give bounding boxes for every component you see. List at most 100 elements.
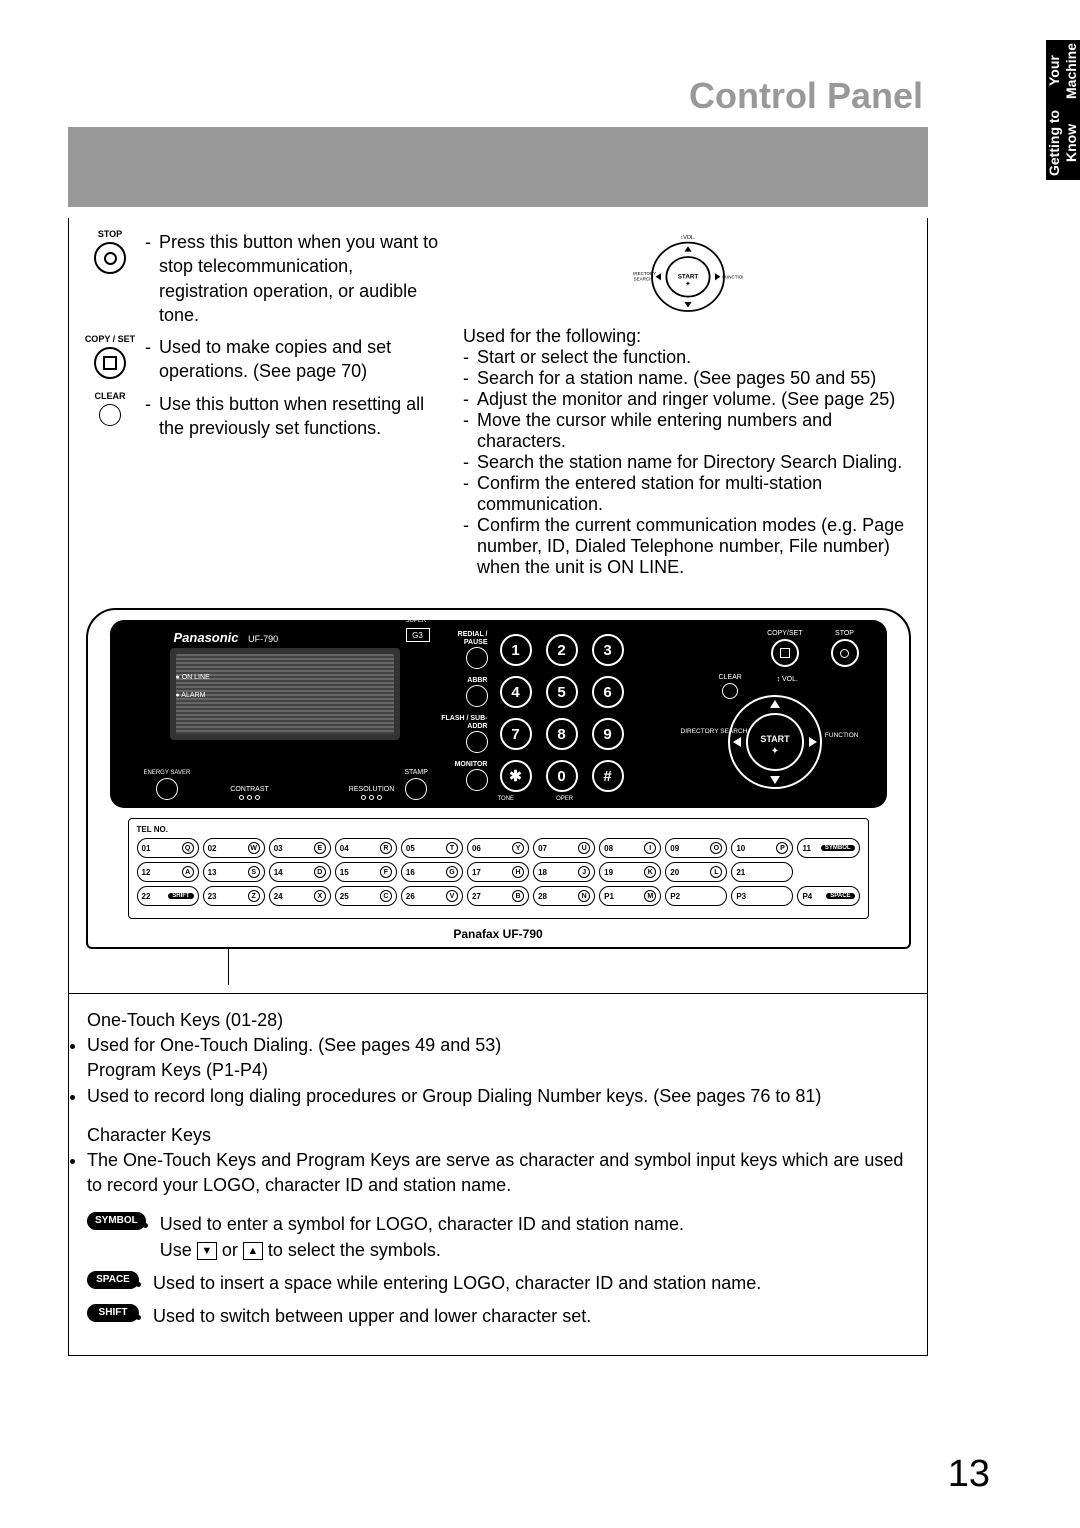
- copyset-desc-row: COPY / SET Used to make copies and set o…: [83, 335, 443, 384]
- ot-key: P3: [731, 886, 793, 906]
- panel-outer: Panasonic UF-790 G3 SUPER ● ON LINE ● AL…: [86, 608, 911, 949]
- nav-ring-panel: START ✦: [725, 692, 825, 792]
- kp-label-monitor: MONITOR: [436, 761, 490, 791]
- tab-line2: Your Machine: [1046, 40, 1080, 102]
- stop-desc-row: STOP Press this button when you want to …: [83, 230, 443, 327]
- ot-key: P1M: [599, 886, 661, 906]
- left-column: STOP Press this button when you want to …: [83, 230, 443, 578]
- space-pill: SPACE: [87, 1271, 139, 1289]
- symbol-text1: Used to enter a symbol for LOGO, charact…: [160, 1214, 684, 1234]
- ot-key: 12A: [137, 862, 199, 882]
- bottom-description: One-Touch Keys (01-28) Used for One-Touc…: [69, 993, 927, 1355]
- ot-key: 22SHIFT: [137, 886, 199, 906]
- space-row: SPACE Used to insert a space while enter…: [87, 1271, 909, 1296]
- svg-text:DIRECTORY: DIRECTORY: [633, 271, 656, 276]
- symbol-text2a: Use: [160, 1240, 197, 1260]
- kp-label-redial: REDIAL / PAUSE: [436, 631, 490, 668]
- char-title: Character Keys: [87, 1123, 909, 1148]
- right-intro: Used for the following:: [463, 326, 913, 347]
- online-led: ● ON LINE: [176, 674, 210, 681]
- g3-badge: G3: [406, 628, 430, 642]
- copyset-icon-col: COPY / SET: [83, 335, 137, 379]
- svg-text:FUNCTION: FUNCTION: [722, 275, 743, 280]
- svg-text:↕VOL.: ↕VOL.: [681, 235, 696, 241]
- symbol-row: SYMBOL Used to enter a symbol for LOGO, …: [87, 1212, 909, 1262]
- key-7: 7: [500, 718, 532, 750]
- top-description-area: STOP Press this button when you want to …: [69, 218, 927, 594]
- brand-label: Panasonic UF-790: [174, 630, 279, 645]
- vol-label: ↕ VOL.: [777, 676, 798, 683]
- svg-text:✦: ✦: [770, 746, 778, 757]
- symbol-text2b: or: [222, 1240, 243, 1260]
- kp-label-abbr: ABBR: [436, 677, 490, 707]
- space-text: Used to insert a space while entering LO…: [153, 1271, 761, 1296]
- symbol-desc: Used to enter a symbol for LOGO, charact…: [160, 1212, 684, 1262]
- ot-key: P2: [665, 886, 727, 906]
- shift-text: Used to switch between upper and lower c…: [153, 1304, 591, 1329]
- key-1: 1: [500, 634, 532, 666]
- ot-key: 01Q: [137, 838, 199, 858]
- right-item: Move the cursor while entering numbers a…: [463, 410, 913, 452]
- ot-key: 24X: [269, 886, 331, 906]
- right-item: Confirm the entered station for multi-st…: [463, 473, 913, 515]
- shift-pill: SHIFT: [87, 1304, 139, 1322]
- stop-desc-text: Press this button when you want to stop …: [145, 230, 443, 327]
- page-number: 13: [948, 1453, 990, 1496]
- content-frame: STOP Press this button when you want to …: [68, 218, 928, 1356]
- ot-key: P4SPACE: [797, 886, 859, 906]
- svg-text:START: START: [760, 734, 790, 744]
- header-band: [68, 127, 928, 207]
- right-item: Search for a station name. (See pages 50…: [463, 368, 913, 389]
- copyset-desc-text: Used to make copies and set operations. …: [145, 335, 443, 384]
- program-text: Used to record long dialing procedures o…: [87, 1084, 909, 1109]
- ot-key: 25C: [335, 886, 397, 906]
- stop-label: STOP: [98, 230, 122, 239]
- model-name: UF-790: [248, 634, 278, 644]
- shift-desc: Used to switch between upper and lower c…: [153, 1304, 591, 1329]
- numeric-keypad: REDIAL / PAUSE 1 2 3 ABBR 4 5 6 FLASH / …: [436, 632, 628, 794]
- ot-key: 18J: [533, 862, 595, 882]
- ot-key: 03E: [269, 838, 331, 858]
- clear-icon-col: CLEAR: [83, 392, 137, 426]
- ot-key: 09O: [665, 838, 727, 858]
- ot-key: 17H: [467, 862, 529, 882]
- copyset-label: COPY / SET: [85, 335, 135, 344]
- key-0: 0: [546, 760, 578, 792]
- page-title: Control Panel: [689, 75, 923, 117]
- right-item: Start or select the function.: [463, 347, 913, 368]
- ot-key: 20L: [665, 862, 727, 882]
- super-label: SUPER: [406, 618, 427, 624]
- ot-key: 23Z: [203, 886, 265, 906]
- copyset-text: Used to make copies and set operations. …: [145, 335, 443, 384]
- ot-key: 14D: [269, 862, 331, 882]
- energy-saver-btn: ENERGY SAVER: [144, 770, 191, 800]
- right-item: Adjust the monitor and ringer volume. (S…: [463, 389, 913, 410]
- symbol-pill: SYMBOL: [87, 1212, 146, 1230]
- down-arrow-icon: ▼: [197, 1242, 217, 1260]
- key-8: 8: [546, 718, 578, 750]
- ot-row: 22SHIFT23Z24X25C26V27B28NP1MP2P3P4SPACE: [137, 886, 860, 906]
- tel-no-label: TEL NO.: [137, 825, 860, 834]
- resolution-knob: RESOLUTION: [349, 786, 395, 800]
- ot-key: 08I: [599, 838, 661, 858]
- ot-key: 11SYMBOL: [797, 838, 859, 858]
- ot-row: 12A13S14D15F16G17H18J19K20L21: [137, 862, 860, 882]
- ot-key: 19K: [599, 862, 661, 882]
- contrast-knob: CONTRAST: [230, 786, 269, 800]
- fax-panel-illustration: Panasonic UF-790 G3 SUPER ● ON LINE ● AL…: [68, 594, 929, 955]
- stamp-btn: STAMP: [404, 769, 428, 800]
- ot-key: 28N: [533, 886, 595, 906]
- ot-key: 15F: [335, 862, 397, 882]
- onetouch-section: One-Touch Keys (01-28) Used for One-Touc…: [87, 1008, 909, 1109]
- charkeys-section: Character Keys The One-Touch Keys and Pr…: [87, 1123, 909, 1199]
- clear-text: Use this button when resetting all the p…: [145, 392, 443, 441]
- ot-row: 01Q02W03E04R05T06Y07U08I09O10P11SYMBOL: [137, 838, 860, 858]
- copyset-button-icon: [94, 347, 126, 379]
- stop-panel-btn: STOP: [831, 630, 859, 667]
- char-text: The One-Touch Keys and Program Keys are …: [87, 1148, 909, 1198]
- right-control-cluster: COPY/SET STOP CLEAR ↕ VOL. DIRECTORY SEA…: [679, 630, 859, 798]
- ot-key: 02W: [203, 838, 265, 858]
- right-item: Confirm the current communication modes …: [463, 515, 913, 578]
- space-desc: Used to insert a space while entering LO…: [153, 1271, 761, 1296]
- ot-key: 27B: [467, 886, 529, 906]
